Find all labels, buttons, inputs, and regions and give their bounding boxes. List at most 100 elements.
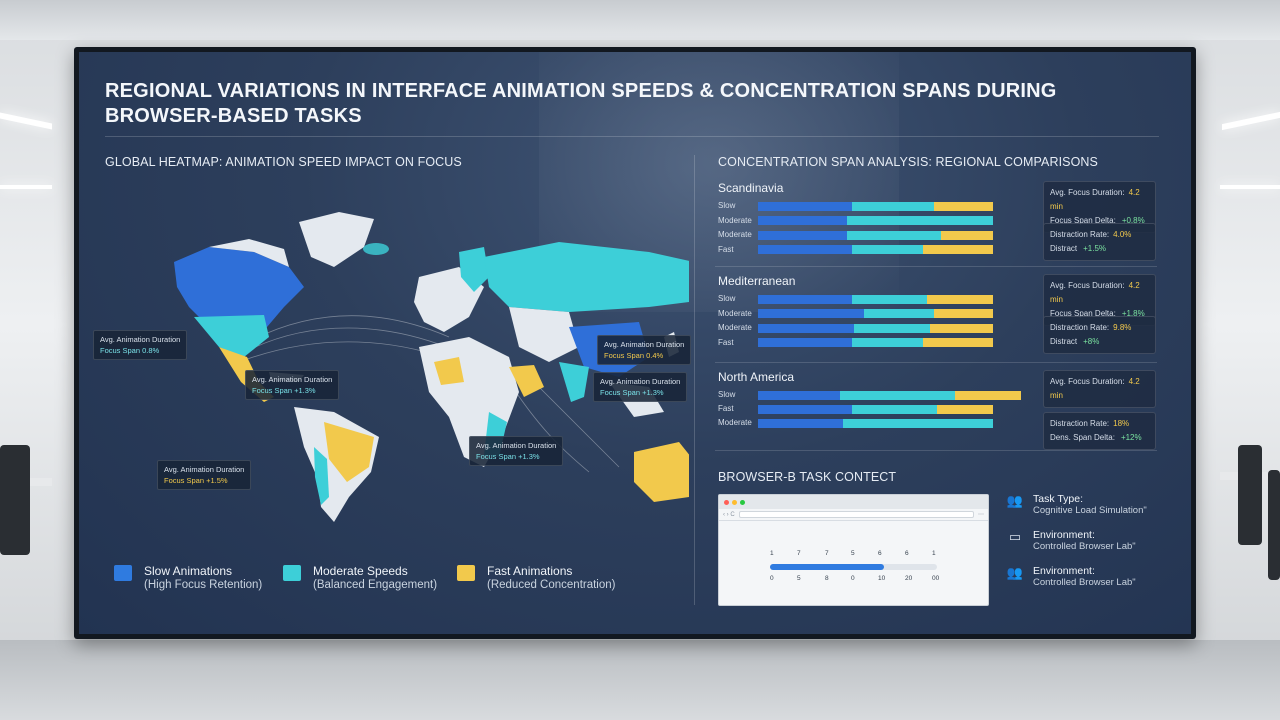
page-title: REGIONAL VARIATIONS IN INTERFACE ANIMATI… — [105, 80, 1057, 127]
callout-value: Focus Span +1.3% — [252, 386, 316, 395]
bar-label: Slow — [718, 390, 736, 399]
bar-label: Fast — [718, 337, 734, 347]
ceiling — [0, 0, 1280, 40]
browser-toolbar: ‹ › C ⋯ — [719, 509, 988, 521]
legend-sublabel: (Balanced Engagement) — [313, 579, 438, 591]
region-canada-north — [209, 239, 289, 267]
office-chair — [1238, 445, 1262, 545]
callout-label: Avg. Animation Duration — [604, 340, 685, 349]
stat-value: +12% — [1120, 433, 1142, 442]
bar-segment — [758, 338, 852, 347]
tick-label: 6 — [878, 550, 882, 557]
bar-segment — [758, 294, 852, 304]
bar-label: Moderate — [718, 230, 752, 239]
region-name: Scandinavia — [718, 181, 784, 195]
floor — [0, 640, 1280, 720]
stacked-bar — [758, 245, 993, 255]
address-bar — [738, 511, 974, 518]
ceiling-light — [1220, 185, 1280, 189]
region-north-africa — [434, 357, 464, 385]
bar-segment — [852, 245, 923, 254]
bar-segment — [842, 418, 993, 428]
map-callout: Avg. Animation Duration Focus Span +1.5% — [157, 460, 252, 490]
ceiling-light — [0, 112, 52, 130]
ceiling-light — [1222, 111, 1280, 131]
office-chair — [1268, 470, 1280, 580]
legend-swatch-moderate — [283, 565, 301, 581]
bar-segment — [847, 216, 993, 225]
legend-label: Slow Animations — [144, 564, 233, 578]
menu-icon: ⋯ — [978, 512, 984, 518]
bar-segment — [852, 201, 935, 211]
browser-mockup: ‹ › C ⋯ 1 7 7 5 6 6 1 0 5 8 0 10 20 00 — [718, 494, 989, 606]
region-arabia — [509, 365, 544, 397]
callout-value: Focus Span +1.5% — [164, 476, 228, 485]
bar-segment — [758, 216, 848, 225]
legend-swatch-slow — [114, 565, 132, 581]
region-divider — [715, 266, 1157, 267]
region-scandinavia — [459, 247, 489, 292]
legend-label: Moderate Speeds — [313, 564, 408, 578]
context-task-type: 👥 Task Type: Cognitive Load Simulation" — [1005, 493, 1147, 517]
tick-label: 0 — [851, 575, 855, 582]
stacked-bar — [758, 418, 993, 428]
stat-box: Distraction Rate: 18% Dens. Span Delta: +12… — [1043, 412, 1156, 450]
office-chair — [0, 445, 30, 555]
callout-label: Avg. Animation Duration — [100, 335, 181, 344]
stat-label: Dens. Span Delta: — [1050, 433, 1115, 442]
bar-label: Moderate — [718, 308, 752, 318]
stat-value: +1.5% — [1083, 244, 1107, 253]
tick-label: 00 — [932, 575, 940, 582]
callout-label: Avg. Animation Duration — [600, 377, 681, 386]
maximize-dot — [740, 499, 745, 505]
region-name: North America — [718, 370, 795, 384]
bar-segment — [929, 323, 993, 333]
stacked-bar — [758, 230, 993, 240]
bar-segment — [758, 323, 855, 333]
legend-sublabel: (High Focus Retention) — [144, 579, 263, 591]
tick-label: 7 — [825, 550, 829, 557]
bar-segment — [941, 230, 993, 240]
stacked-bar — [758, 216, 993, 226]
region-divider — [715, 450, 1157, 451]
tick-label: 5 — [797, 575, 801, 582]
map-callout: Avg. Animation Duration Focus Span +1.3% — [245, 370, 340, 400]
context-value: Controlled Browser Lab" — [1033, 541, 1136, 552]
stat-value: 4.0% — [1113, 230, 1132, 239]
stat-value: +1.8% — [1121, 309, 1145, 318]
stat-label: Avg. Focus Duration: — [1050, 377, 1125, 386]
stacked-bar — [758, 404, 993, 414]
bar-segment — [922, 338, 993, 347]
bar-segment — [758, 418, 843, 428]
bar-segment — [839, 390, 956, 400]
bar-segment — [847, 230, 942, 240]
region-andes — [314, 447, 329, 505]
context-environment: ▭ Environment: Controlled Browser Lab" — [1005, 529, 1136, 553]
stat-label: Avg. Focus Duration: — [1050, 281, 1125, 290]
stat-value: 4.2 min — [1050, 281, 1140, 304]
region-south-asia — [559, 362, 589, 402]
stat-label: Distract — [1050, 244, 1078, 253]
stacked-bar — [758, 390, 1022, 400]
heatmap-heading: GLOBAL HEATMAP: ANIMATION SPEED IMPACT O… — [105, 155, 462, 169]
back-icon: ‹ › C — [723, 511, 735, 518]
stat-value: +0.8% — [1121, 216, 1145, 225]
stat-label: Avg. Focus Duration: — [1050, 188, 1125, 197]
tick-label: 5 — [851, 550, 855, 557]
legend-label: Fast Animations — [487, 564, 573, 578]
context-label: Task Type: — [1033, 493, 1083, 505]
region-name: Mediterranean — [718, 274, 796, 288]
tick-label: 0 — [770, 575, 774, 582]
callout-label: Avg. Animation Duration — [252, 375, 333, 384]
stacked-bar — [758, 323, 993, 333]
bar-segment — [758, 201, 852, 211]
bar-segment — [934, 201, 993, 211]
bar-label: Moderate — [718, 215, 752, 225]
region-divider — [715, 362, 1157, 363]
region-australia — [634, 442, 689, 502]
bar-segment — [758, 245, 852, 254]
stat-box: Avg. Focus Duration: 4.2 min — [1043, 370, 1156, 408]
region-brazil — [324, 422, 374, 482]
bar-segment — [936, 404, 993, 414]
progress-track — [770, 564, 937, 570]
